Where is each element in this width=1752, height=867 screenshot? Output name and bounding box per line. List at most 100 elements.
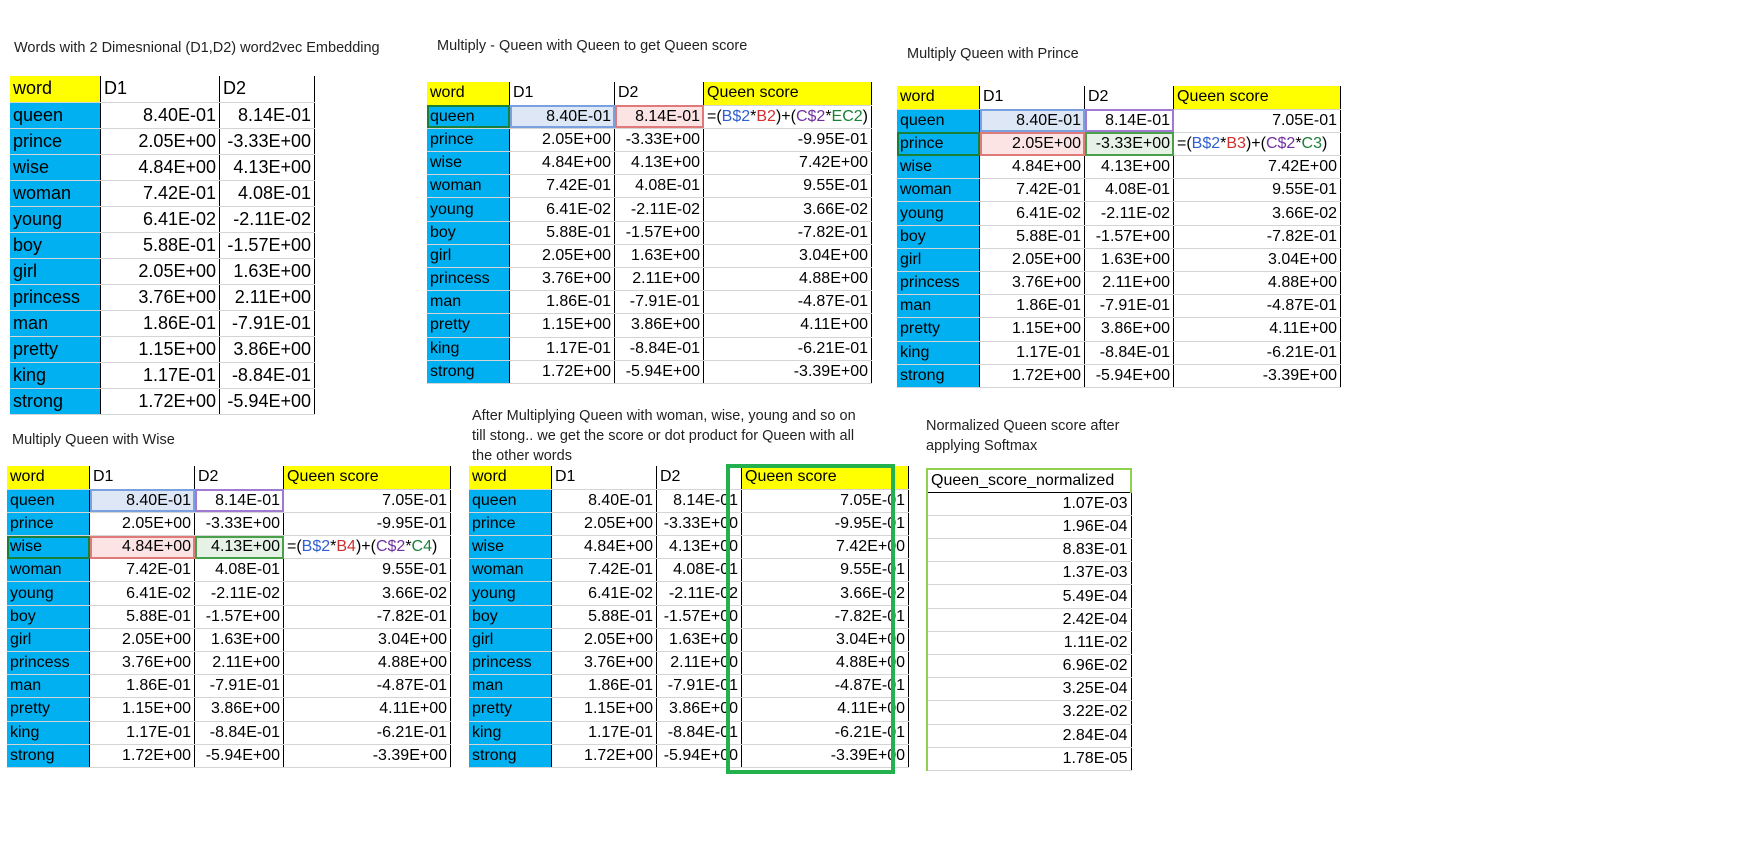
- d1-cell[interactable]: 1.15E+00: [509, 313, 615, 338]
- word-cell[interactable]: queen: [897, 109, 980, 133]
- column-header-word[interactable]: word: [427, 82, 510, 106]
- queen-score-cell[interactable]: -6.21E-01: [741, 721, 909, 745]
- d2-cell[interactable]: 4.08E-01: [219, 180, 315, 207]
- word-cell[interactable]: wise: [7, 535, 90, 560]
- queen-score-cell[interactable]: 7.42E+00: [741, 535, 909, 560]
- d2-cell[interactable]: 1.63E+00: [1084, 248, 1174, 273]
- d1-cell[interactable]: 1.72E+00: [509, 360, 615, 384]
- d2-cell[interactable]: -1.57E+00: [656, 605, 742, 629]
- d1-cell[interactable]: 1.17E-01: [509, 337, 615, 361]
- column-header-word[interactable]: word: [469, 466, 552, 490]
- d2-cell[interactable]: 8.14E-01: [614, 105, 704, 129]
- word-cell[interactable]: young: [469, 581, 552, 606]
- d2-cell[interactable]: -3.33E+00: [656, 512, 742, 537]
- d2-cell[interactable]: 2.11E+00: [614, 267, 704, 292]
- word-cell[interactable]: prince: [7, 512, 90, 537]
- d2-cell[interactable]: -3.33E+00: [1084, 132, 1174, 157]
- queen-score-cell[interactable]: 3.66E-02: [741, 581, 909, 606]
- d1-cell[interactable]: 1.15E+00: [89, 697, 195, 722]
- column-header-d2[interactable]: D2: [219, 76, 315, 103]
- d1-cell[interactable]: 3.76E+00: [100, 284, 220, 311]
- column-header-d2[interactable]: D2: [1084, 86, 1174, 110]
- column-header-d1[interactable]: D1: [979, 86, 1085, 110]
- word-cell[interactable]: strong: [10, 388, 101, 415]
- queen-score-cell[interactable]: 7.42E+00: [1173, 155, 1341, 180]
- column-header-d2[interactable]: D2: [194, 466, 284, 490]
- normalized-score-cell[interactable]: 3.25E-04: [926, 677, 1132, 702]
- word-cell[interactable]: woman: [469, 558, 552, 583]
- d2-cell[interactable]: 8.14E-01: [656, 489, 742, 513]
- word-cell[interactable]: strong: [897, 364, 980, 388]
- d1-cell[interactable]: 3.76E+00: [979, 271, 1085, 296]
- d2-cell[interactable]: 4.13E+00: [656, 535, 742, 560]
- column-header-word[interactable]: word: [7, 466, 90, 490]
- d2-cell[interactable]: 3.86E+00: [656, 697, 742, 722]
- word-cell[interactable]: princess: [7, 651, 90, 676]
- word-cell[interactable]: man: [897, 294, 980, 319]
- normalized-score-cell[interactable]: 2.42E-04: [926, 608, 1132, 632]
- word-cell[interactable]: woman: [427, 174, 510, 199]
- queen-score-cell[interactable]: 9.55E-01: [703, 174, 872, 199]
- d2-cell[interactable]: -8.84E-01: [219, 362, 315, 389]
- d2-cell[interactable]: 4.08E-01: [194, 558, 284, 583]
- word-cell[interactable]: princess: [897, 271, 980, 296]
- d2-cell[interactable]: 1.63E+00: [194, 628, 284, 653]
- d1-cell[interactable]: 3.76E+00: [551, 651, 657, 676]
- word-cell[interactable]: pretty: [427, 313, 510, 338]
- d1-cell[interactable]: 2.05E+00: [979, 132, 1085, 157]
- d2-cell[interactable]: -2.11E-02: [656, 581, 742, 606]
- queen-score-cell[interactable]: -7.82E-01: [741, 605, 909, 629]
- normalized-score-cell[interactable]: 1.96E-04: [926, 515, 1132, 540]
- queen-score-cell[interactable]: 3.04E+00: [1173, 248, 1341, 273]
- queen-score-cell[interactable]: -4.87E-01: [1173, 294, 1341, 319]
- queen-score-cell[interactable]: 4.88E+00: [1173, 271, 1341, 296]
- d2-cell[interactable]: 8.14E-01: [194, 489, 284, 513]
- word-cell[interactable]: princess: [427, 267, 510, 292]
- d1-cell[interactable]: 2.05E+00: [551, 628, 657, 653]
- word-cell[interactable]: prince: [427, 128, 510, 153]
- word-cell[interactable]: prince: [897, 132, 980, 157]
- d1-cell[interactable]: 2.05E+00: [979, 248, 1085, 273]
- word-cell[interactable]: girl: [7, 628, 90, 653]
- d1-cell[interactable]: 6.41E-02: [100, 206, 220, 233]
- word-cell[interactable]: boy: [897, 225, 980, 249]
- d1-cell[interactable]: 1.86E-01: [100, 310, 220, 337]
- word-cell[interactable]: queen: [469, 489, 552, 513]
- d1-cell[interactable]: 4.84E+00: [509, 151, 615, 176]
- d1-cell[interactable]: 1.72E+00: [979, 364, 1085, 388]
- queen-score-cell[interactable]: 3.66E-02: [1173, 201, 1341, 226]
- d2-cell[interactable]: 4.08E-01: [614, 174, 704, 199]
- normalized-score-cell[interactable]: 8.83E-01: [926, 538, 1132, 563]
- queen-score-cell[interactable]: 4.88E+00: [703, 267, 872, 292]
- d1-cell[interactable]: 1.86E-01: [509, 290, 615, 315]
- word-cell[interactable]: girl: [427, 244, 510, 269]
- word-cell[interactable]: queen: [427, 105, 510, 129]
- normalized-score-cell[interactable]: 3.22E-02: [926, 700, 1132, 725]
- d1-cell[interactable]: 7.42E-01: [979, 178, 1085, 203]
- d1-cell[interactable]: 5.88E-01: [89, 605, 195, 629]
- word-cell[interactable]: pretty: [10, 336, 101, 363]
- word-cell[interactable]: pretty: [469, 697, 552, 722]
- word-cell[interactable]: woman: [10, 180, 101, 207]
- d2-cell[interactable]: -8.84E-01: [614, 337, 704, 361]
- queen-score-cell[interactable]: -3.39E+00: [1173, 364, 1341, 388]
- d1-cell[interactable]: 8.40E-01: [89, 489, 195, 513]
- d2-cell[interactable]: -3.33E+00: [219, 128, 315, 155]
- d1-cell[interactable]: 8.40E-01: [509, 105, 615, 129]
- formula-cell[interactable]: =(B$2*B4)+(C$2*C4): [283, 535, 451, 560]
- d2-cell[interactable]: 2.11E+00: [656, 651, 742, 676]
- d2-cell[interactable]: 4.08E-01: [1084, 178, 1174, 203]
- d1-cell[interactable]: 6.41E-02: [551, 581, 657, 606]
- d2-cell[interactable]: -8.84E-01: [194, 721, 284, 745]
- d2-cell[interactable]: -5.94E+00: [614, 360, 704, 384]
- column-header-word[interactable]: word: [897, 86, 980, 110]
- d1-cell[interactable]: 1.17E-01: [89, 721, 195, 745]
- word-cell[interactable]: woman: [7, 558, 90, 583]
- d1-cell[interactable]: 1.17E-01: [551, 721, 657, 745]
- column-header-d1[interactable]: D1: [551, 466, 657, 490]
- word-cell[interactable]: man: [427, 290, 510, 315]
- queen-score-cell[interactable]: 3.04E+00: [283, 628, 451, 653]
- queen-score-cell[interactable]: -3.39E+00: [741, 744, 909, 768]
- d2-cell[interactable]: -5.94E+00: [194, 744, 284, 768]
- d1-cell[interactable]: 4.84E+00: [551, 535, 657, 560]
